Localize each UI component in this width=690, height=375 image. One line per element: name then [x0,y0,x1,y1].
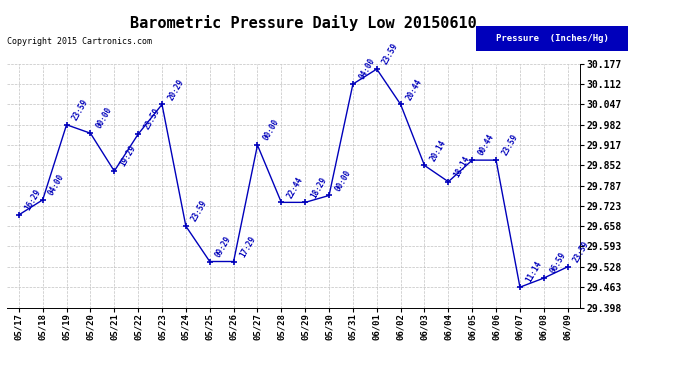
Text: 23:59: 23:59 [142,107,161,131]
Text: Barometric Pressure Daily Low 20150610: Barometric Pressure Daily Low 20150610 [130,15,477,31]
Text: 20:14: 20:14 [428,138,448,163]
Text: 00:00: 00:00 [333,168,353,193]
Text: 18:29: 18:29 [309,175,328,200]
Text: 18:14: 18:14 [453,154,472,179]
Text: 17:29: 17:29 [238,234,257,259]
Text: 20:44: 20:44 [405,77,424,102]
Text: 23:59: 23:59 [381,42,400,66]
Text: 22:44: 22:44 [286,175,305,200]
Text: 06:59: 06:59 [548,251,567,275]
Text: 23:59: 23:59 [500,133,520,158]
Text: 04:00: 04:00 [47,172,66,197]
Text: Pressure  (Inches/Hg): Pressure (Inches/Hg) [495,34,609,43]
Text: 00:00: 00:00 [262,118,281,142]
Text: 23:59: 23:59 [572,240,591,264]
Text: 16:29: 16:29 [23,188,42,212]
Text: 09:29: 09:29 [214,234,233,259]
Text: 11:14: 11:14 [524,260,544,284]
Text: Copyright 2015 Cartronics.com: Copyright 2015 Cartronics.com [7,38,152,46]
Text: 19:29: 19:29 [119,144,138,168]
Text: 00:00: 00:00 [95,106,114,130]
Text: 00:44: 00:44 [476,133,495,158]
Text: 23:59: 23:59 [190,199,209,223]
Text: 04:00: 04:00 [357,57,377,81]
Text: 20:29: 20:29 [166,77,186,102]
Text: 23:59: 23:59 [70,98,90,122]
